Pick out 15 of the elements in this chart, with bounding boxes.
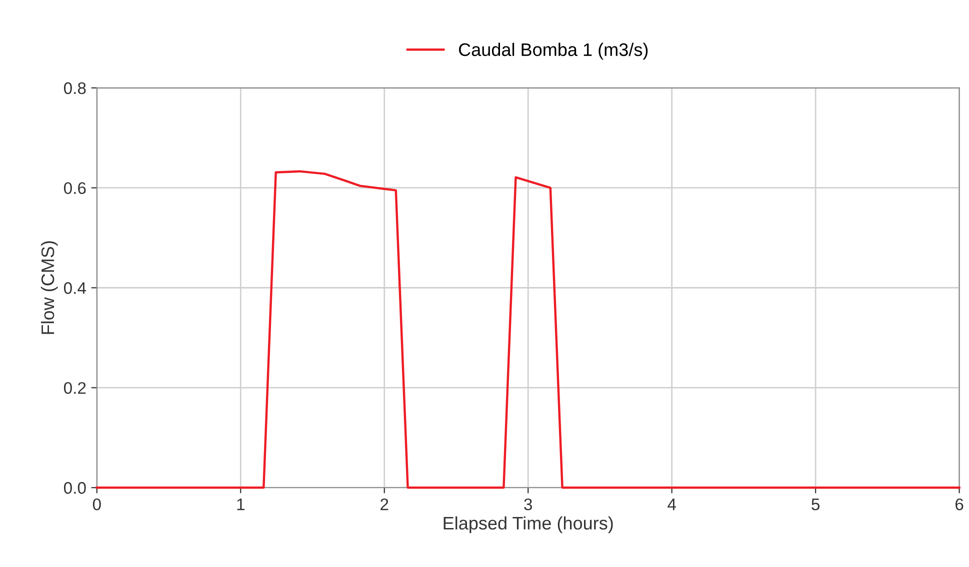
y-tick-label: 0.2 [64, 382, 86, 394]
legend-label: Caudal Bomba 1 (m3/s) [458, 42, 648, 60]
y-tick-label: 0.6 [64, 182, 86, 194]
x-tick-label: 6 [956, 498, 964, 510]
y-axis-title: Flow (CMS) [40, 241, 58, 334]
x-tick-label: 2 [380, 498, 388, 510]
y-tick-label: 0.4 [64, 282, 86, 294]
x-tick-label: 4 [668, 498, 676, 510]
x-tick-label: 5 [812, 498, 820, 510]
y-tick-label: 0.0 [64, 482, 86, 494]
x-axis-title: Elapsed Time (hours) [444, 516, 613, 534]
x-tick-label: 3 [524, 498, 532, 510]
x-tick-label: 0 [92, 498, 101, 510]
x-tick-label: 1 [237, 498, 244, 510]
y-tick-label: 0.8 [64, 82, 86, 94]
